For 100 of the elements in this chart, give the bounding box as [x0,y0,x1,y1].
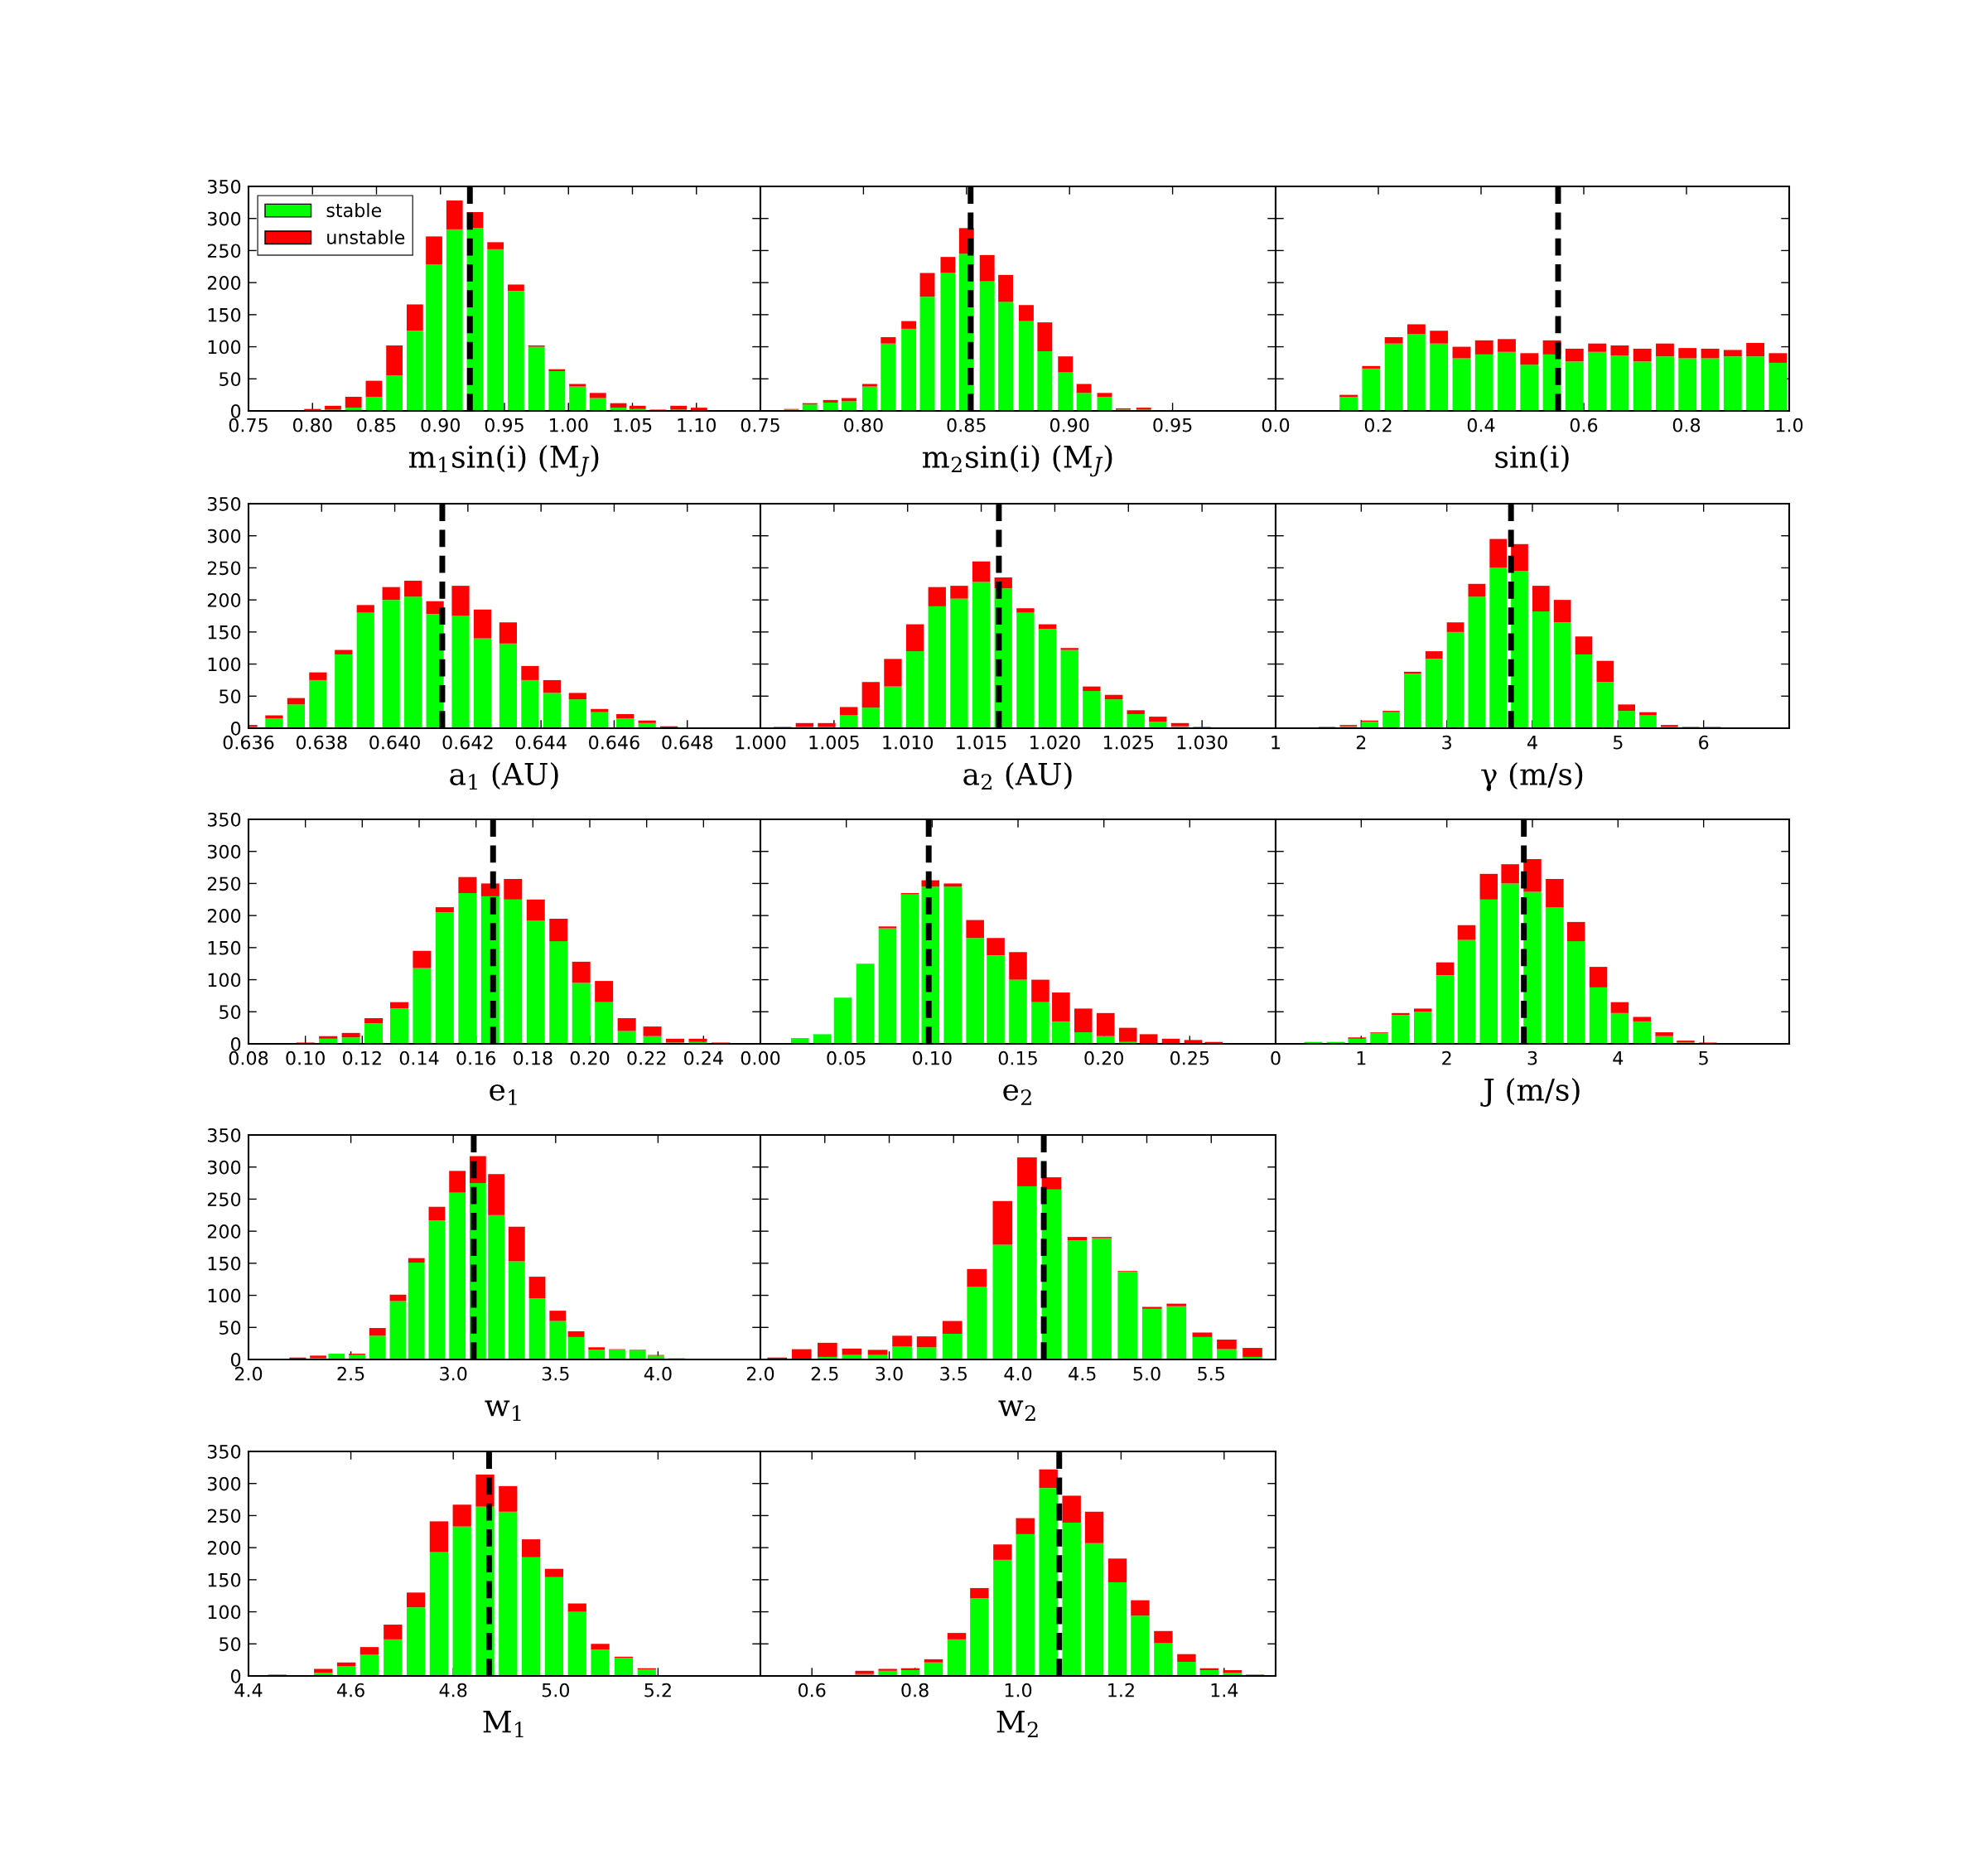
x-tick-label: 1.05 [614,418,652,432]
x-tick-label: 0.95 [485,418,524,432]
x-tick-label: 1.030 [1177,735,1228,750]
x-axis-title: M$_{2}$ [996,1711,1038,1737]
x-tick-label: 4 [1527,736,1537,750]
x-tick-label: 1 [1271,736,1281,750]
y-tick-label: 0 [230,1352,241,1367]
x-axis-title: sin(i) [1495,444,1569,473]
x-tick-label: 4.0 [644,1366,672,1381]
x-tick-label: 0.14 [399,1050,439,1065]
x-axis-title: m$_{2}$sin(i) (M$_{J}$) [922,444,1112,477]
x-tick-label: 4.5 [1069,1367,1096,1381]
x-tick-label: 1.0 [1776,418,1803,432]
y-tick-label: 200 [207,1541,241,1555]
x-tick-label: 1.0 [1005,1683,1032,1697]
x-tick-label: 0.648 [662,735,712,750]
y-tick-label: 350 [207,496,241,511]
x-tick-label: 1.020 [1030,735,1080,750]
y-tick-label: 350 [207,1128,241,1142]
x-tick-label: 1 [1357,1051,1366,1065]
x-tick-label: 5.0 [542,1683,569,1697]
y-tick-label: 0 [230,1036,241,1051]
y-tick-label: 250 [207,244,241,258]
x-tick-label: 0.16 [456,1050,496,1065]
x-tick-label: 0.15 [998,1050,1037,1065]
x-axis-title: w$_{1}$ [485,1400,521,1421]
x-tick-label: 4 [1613,1051,1624,1065]
x-tick-label: 0.00 [741,1050,780,1065]
x-tick-label: 0.646 [589,735,639,750]
x-tick-label: 0.18 [514,1050,552,1065]
y-tick-label: 200 [207,1224,241,1239]
x-tick-label: 0.85 [947,418,986,432]
x-tick-label: 4.4 [234,1683,263,1697]
y-tick-label: 0 [230,1668,241,1683]
x-tick-label: 0.80 [844,418,883,432]
y-tick-label: 350 [207,812,241,827]
y-tick-label: 100 [208,1605,241,1620]
y-tick-label: 150 [208,625,241,640]
x-tick-label: 3 [1527,1050,1537,1065]
x-tick-label: 5 [1699,1051,1708,1065]
x-tick-label: 2.5 [811,1366,838,1381]
x-tick-label: 0.640 [369,735,420,750]
x-tick-label: 3.5 [542,1366,569,1381]
y-tick-label: 50 [220,1637,241,1652]
y-tick-label: 0 [230,403,241,418]
y-tick-label: 250 [207,1192,241,1207]
x-tick-label: 1.015 [957,735,1006,750]
x-tick-label: 0.10 [286,1050,325,1065]
x-axis-title: e$_{1}$ [490,1084,517,1105]
x-tick-label: 1.000 [736,735,786,750]
x-tick-label: 0.75 [229,418,268,432]
y-tick-label: 300 [207,1160,241,1175]
x-tick-label: 0.6 [799,1683,826,1697]
y-tick-label: 150 [208,940,241,955]
x-tick-label: 2.5 [337,1366,364,1381]
y-tick-label: 50 [220,689,241,704]
x-tick-label: 0.75 [741,418,779,432]
x-tick-label: 0.642 [442,735,493,750]
legend-label: unstable [327,229,405,244]
y-tick-label: 150 [208,307,241,322]
x-tick-label: 0.22 [627,1050,666,1065]
x-tick-label: 2.0 [234,1366,263,1381]
y-tick-label: 200 [207,276,241,290]
y-tick-label: 300 [207,844,241,859]
x-tick-label: 0.6 [1570,418,1598,432]
x-tick-label: 0.24 [684,1050,723,1065]
x-tick-label: 0.08 [229,1050,268,1065]
y-tick-label: 150 [208,1256,241,1271]
x-tick-label: 1.005 [809,735,859,750]
y-tick-label: 300 [207,529,241,543]
x-tick-label: 1.4 [1211,1683,1238,1697]
x-tick-label: 3.0 [876,1366,903,1381]
x-tick-label: 0.8 [1672,418,1701,432]
x-tick-label: 0.2 [1364,418,1392,432]
x-tick-label: 0.80 [292,418,332,432]
y-tick-label: 300 [207,211,241,226]
y-tick-label: 100 [208,1288,241,1303]
y-tick-label: 350 [207,1444,241,1459]
y-tick-label: 100 [208,340,241,355]
y-tick-label: 300 [207,1476,241,1491]
x-tick-label: 0.20 [570,1050,610,1065]
y-tick-label: 150 [208,1572,241,1587]
x-tick-label: 3.0 [440,1366,467,1381]
x-tick-label: 0.4 [1467,418,1495,432]
y-tick-label: 350 [207,179,241,194]
y-tick-label: 50 [220,372,241,387]
x-tick-label: 3.5 [940,1366,967,1381]
x-tick-label: 0.05 [827,1050,866,1065]
y-tick-label: 250 [207,561,241,576]
y-tick-label: 200 [207,593,241,607]
x-tick-label: 0.636 [223,735,274,750]
x-tick-label: 1.2 [1108,1683,1134,1697]
x-tick-label: 1.025 [1103,735,1154,750]
x-tick-label: 4.6 [337,1683,364,1697]
x-axis-title: a$_{2}$ (AU) [963,761,1072,790]
x-tick-label: 0.20 [1084,1050,1123,1065]
x-tick-label: 0.10 [913,1050,952,1065]
x-tick-label: 0.95 [1153,418,1192,432]
x-axis-title: e$_{2}$ [1003,1084,1031,1105]
y-tick-label: 50 [220,1005,241,1020]
